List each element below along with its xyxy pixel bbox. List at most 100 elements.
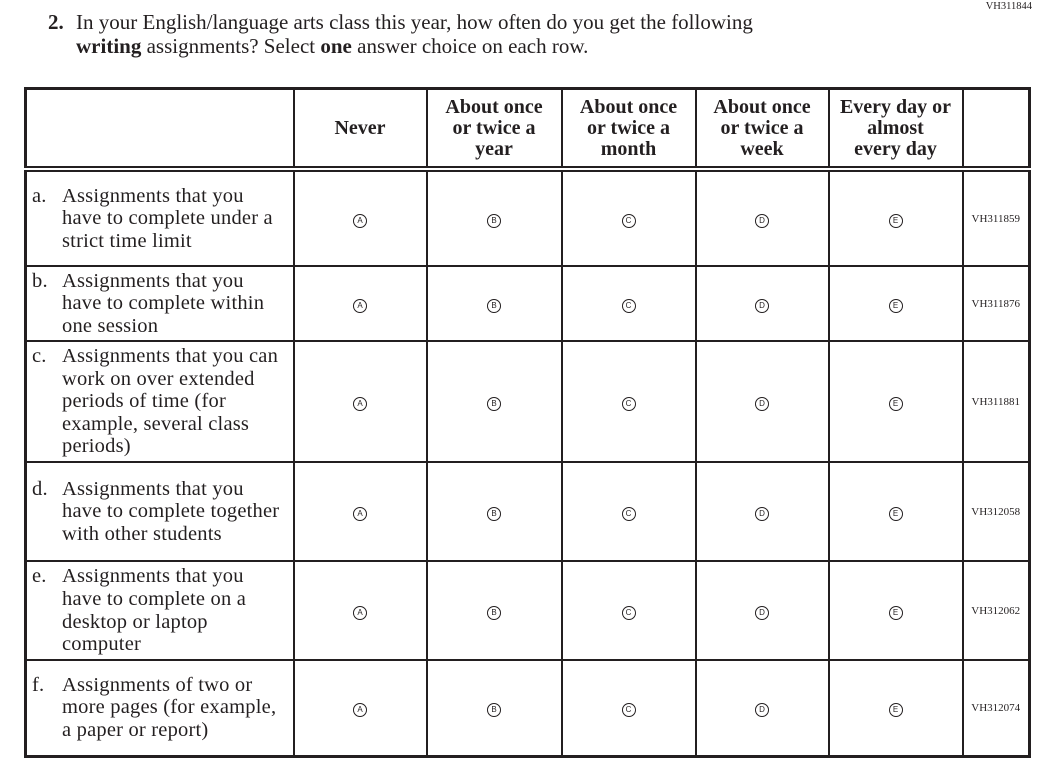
answer-bubble-b[interactable]: B [487,506,501,521]
answer-bubble-e[interactable]: E [888,298,903,313]
answer-bubble-b[interactable]: B [487,213,501,228]
row-label: d. [32,477,48,500]
answer-bubble-e[interactable]: E [888,506,903,521]
answer-bubble-b[interactable]: B [487,702,501,717]
answer-bubble-d[interactable]: D [755,605,769,620]
answer-bubble-a[interactable]: A [353,298,367,313]
answer-bubble-c[interactable]: C [621,605,636,620]
question-prompt: 2. In your English/language arts class th… [48,10,753,58]
column-header-line: almost [867,116,924,139]
row-item: d. Assignments that you have to complete … [24,461,295,562]
option-cell: E [827,461,964,562]
answer-bubble-b[interactable]: B [487,396,501,411]
column-header-line: About once [445,95,543,118]
answer-bubble-b[interactable]: B [487,605,501,620]
table-row: f. Assignments of two or more pages (for … [24,659,1031,757]
option-cell: C [560,340,697,463]
row-text: Assignments that you can work on over ex… [62,345,279,458]
column-header-line: Never [334,116,386,139]
option-cell: E [827,659,964,757]
row-text: Assignments that you have to complete un… [62,184,273,252]
column-header-line: or twice a [452,116,536,139]
option-cell: D [694,265,830,342]
answer-bubble-e[interactable]: E [888,605,903,620]
column-header-line: About once [713,95,811,118]
option-cell: E [827,560,964,661]
answer-bubble-e[interactable]: E [888,396,903,411]
option-cell: A [292,168,428,267]
row-text: Assignments that you have to complete wi… [62,269,265,337]
column-header-line: week [740,137,784,160]
option-cell: B [425,168,563,267]
option-cell: B [425,265,563,342]
column-header-d: About once or twice a week [694,87,830,172]
row-item: a. Assignments that you have to complete … [24,168,295,267]
answer-bubble-a[interactable]: A [353,506,367,521]
column-header-e: Every day or almost every day [827,87,964,172]
header-row: Never About once or twice a year About once o… [24,87,1031,172]
row-item: b. Assignments that you have to complete … [24,265,295,342]
answer-bubble-d[interactable]: D [755,298,769,313]
column-header-line: or twice a [720,116,804,139]
row-label: c. [32,345,47,368]
row-text: Assignments of two or more pages (for ex… [62,673,277,742]
option-cell: C [560,168,697,267]
option-cell: D [694,340,830,463]
answer-bubble-d[interactable]: D [755,213,769,228]
answer-bubble-a[interactable]: A [353,605,367,620]
row-code: VH311876 [961,265,1031,342]
option-cell: C [560,461,697,562]
answer-bubble-d[interactable]: D [755,396,769,411]
option-cell: A [292,560,428,661]
answer-bubble-c[interactable]: C [621,213,636,228]
row-code: VH312074 [961,659,1031,757]
table-row: d. Assignments that you have to complete … [24,461,1031,562]
column-header-line: every day [854,137,937,160]
row-text: Assignments that you have to complete on… [62,565,247,656]
table-row: a. Assignments that you have to complete … [24,168,1031,267]
answer-bubble-a[interactable]: A [353,396,367,411]
answer-bubble-d[interactable]: D [755,702,769,717]
option-cell: B [425,340,563,463]
column-header-b: About once or twice a year [425,87,563,172]
row-label: f. [32,673,45,696]
header-code-blank [961,87,1031,172]
option-cell: B [425,659,563,757]
answer-bubble-e[interactable]: E [888,702,903,717]
row-label: b. [32,269,48,292]
answer-bubble-c[interactable]: C [621,506,636,521]
question-number: 2. [48,10,64,34]
answer-bubble-c[interactable]: C [621,298,636,313]
column-header-line: year [475,137,513,160]
answer-bubble-a[interactable]: A [353,213,367,228]
row-item: c. Assignments that you can work on over … [24,340,295,463]
column-header-c: About once or twice a month [560,87,697,172]
row-text: Assignments that you have to complete to… [62,477,280,545]
answer-bubble-d[interactable]: D [755,506,769,521]
table-row: b. Assignments that you have to complete … [24,265,1031,342]
option-cell: C [560,659,697,757]
column-header-a: Never [292,87,428,172]
answer-bubble-c[interactable]: C [621,396,636,411]
answer-bubble-b[interactable]: B [487,298,501,313]
option-cell: D [694,461,830,562]
option-cell: C [560,560,697,661]
row-item: e. Assignments that you have to complete … [24,560,295,661]
answer-bubble-c[interactable]: C [621,702,636,717]
row-label: e. [32,565,47,588]
option-cell: A [292,461,428,562]
row-code: VH312062 [961,560,1031,661]
row-item: f. Assignments of two or more pages (for … [24,659,295,757]
column-header-line: About once [579,95,678,118]
column-header-line: month [600,137,657,160]
option-cell: B [425,461,563,562]
row-code: VH311881 [961,340,1031,463]
table-row: e. Assignments that you have to complete … [24,560,1031,661]
option-cell: E [827,168,964,267]
answer-bubble-e[interactable]: E [888,213,903,228]
row-code: VH311859 [961,168,1031,267]
row-label: a. [32,184,47,207]
option-cell: C [560,265,697,342]
column-header-line: Every day or [839,95,952,118]
answer-bubble-a[interactable]: A [353,702,367,717]
